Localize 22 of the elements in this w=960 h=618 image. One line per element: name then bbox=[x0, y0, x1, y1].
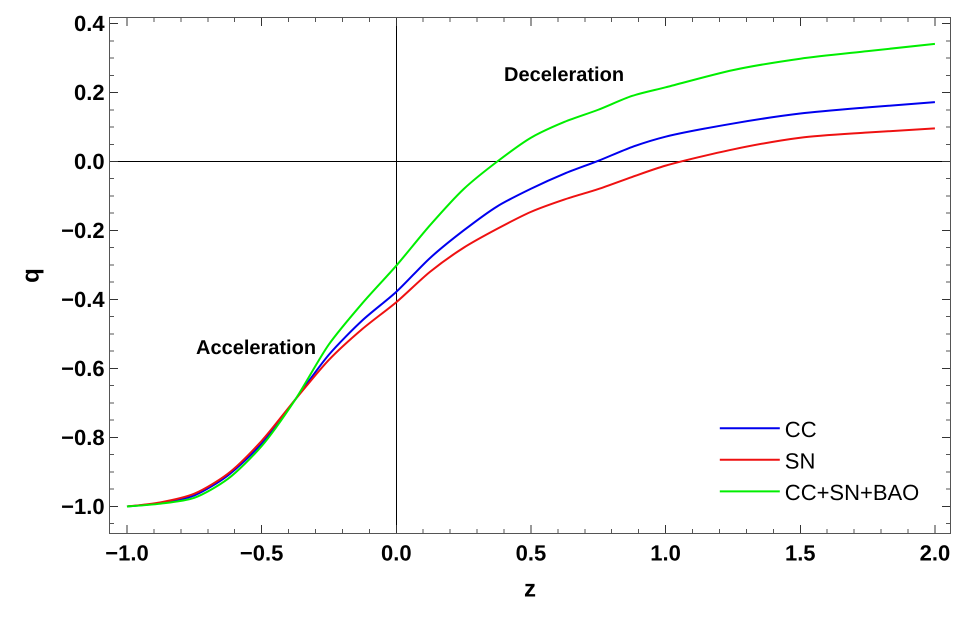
x-tick-label: 1.5 bbox=[784, 540, 816, 566]
x-axis-title: z bbox=[524, 576, 536, 603]
x-tick-label: 1.0 bbox=[650, 540, 681, 566]
legend-label: CC+SN+BAO bbox=[784, 480, 920, 505]
y-tick-label: 0.0 bbox=[74, 149, 105, 174]
annotation: Acceleration bbox=[196, 337, 316, 359]
y-tick-label: −0.8 bbox=[61, 425, 105, 450]
x-tick-label: 2.0 bbox=[920, 540, 950, 566]
y-tick-label: 0.2 bbox=[74, 80, 105, 106]
x-tick-label: 0.0 bbox=[380, 540, 412, 566]
legend-label: SN bbox=[784, 448, 816, 474]
y-tick-label: −0.4 bbox=[61, 287, 106, 312]
x-tick-label: −1.0 bbox=[105, 540, 149, 566]
x-tick-label: −0.5 bbox=[240, 540, 284, 566]
y-axis-title: q bbox=[17, 268, 44, 283]
y-tick-label: −0.6 bbox=[61, 356, 105, 382]
y-tick-label: −0.2 bbox=[61, 218, 105, 244]
y-tick-label: 0.4 bbox=[74, 11, 106, 36]
annotation: Deceleration bbox=[504, 64, 624, 86]
legend-label: CC bbox=[784, 416, 817, 442]
y-tick-label: −1.0 bbox=[61, 494, 105, 520]
x-tick-label: 0.5 bbox=[516, 540, 546, 566]
